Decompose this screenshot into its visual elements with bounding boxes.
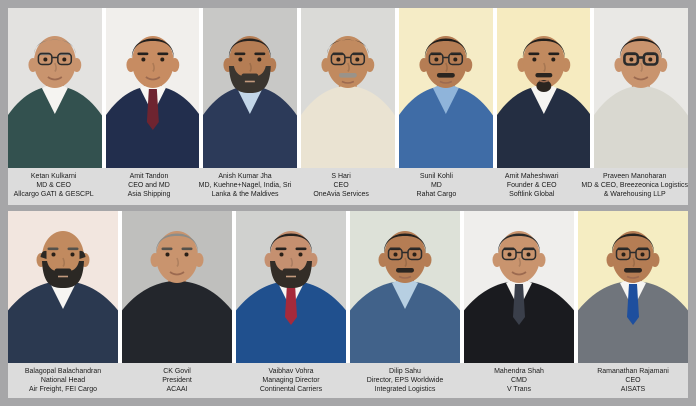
person-role-line: AISATS [620, 385, 646, 393]
portrait-photo [8, 211, 118, 363]
person-name: Vaibhav Vohra [268, 368, 314, 375]
person-avatar [301, 36, 395, 168]
top-row-captions: Ketan Kulkarni MD & CEO Allcargo GATI & GE… [8, 168, 688, 205]
caption: Balagopal Balachandran National Head Air F… [8, 363, 118, 398]
person-avatar [594, 36, 688, 168]
caption: Mahendra Shah CMD V Trans [464, 363, 574, 398]
person-role-line: Softlink Global [509, 190, 555, 198]
person-role-line: Allcargo GATI & GESCPL [13, 190, 94, 198]
person-name: Sunil Kohli [419, 173, 453, 180]
person-role-line: Air Freight, FEI Cargo [28, 385, 98, 393]
caption: CK Govil President ACAAI [122, 363, 232, 398]
person-role-line: MD, Kuehne+Nagel, India, Sri [198, 181, 292, 189]
person-avatar [8, 36, 102, 168]
person-name: Anish Kumar Jha [218, 173, 272, 180]
person-role-line: Integrated Logistics [374, 385, 436, 393]
portrait-photo [8, 8, 102, 168]
person-role-line: President [162, 376, 192, 384]
person-avatar [350, 231, 460, 363]
person-name: CK Govil [163, 368, 191, 375]
person-name: Dilip Sahu [389, 368, 421, 375]
bottom-row-photos [8, 211, 688, 363]
person-name: Amit Tandon [129, 173, 169, 180]
person-avatar [464, 231, 574, 363]
portrait-photo [236, 211, 346, 363]
caption: Sunil Kohli MD Rahat Cargo [391, 168, 482, 205]
person-name: Mahendra Shah [494, 368, 544, 375]
caption: S Hari CEO OneAvia Services [295, 168, 386, 205]
person-name: Ramanathan Rajamani [597, 368, 669, 375]
person-role-line: Lanka & the Maldives [211, 190, 279, 198]
person-role-line: MD & CEO [36, 181, 71, 189]
caption: Amit Maheshwari Founder & CEO Softlink Glo… [486, 168, 577, 205]
person-role-line: CMD [511, 376, 527, 384]
portrait-photo [496, 8, 591, 168]
person-name: Ketan Kulkarni [30, 173, 77, 180]
top-row-photos [8, 8, 688, 168]
person-role-line: CEO and MD [128, 181, 170, 189]
person-name: Amit Maheshwari [504, 173, 559, 180]
bottom-row: Balagopal Balachandran National Head Air F… [8, 211, 688, 398]
caption: Amit Tandon CEO and MD Asia Shipping [103, 168, 194, 205]
person-avatar [105, 36, 200, 168]
person-name: Balagopal Balachandran [24, 368, 102, 375]
portrait-photo [594, 8, 688, 168]
portrait-photo [464, 211, 574, 363]
caption: Praveen Manoharan MD & CEO, Breezeonica L… [581, 168, 688, 205]
person-role-line: National Head [40, 376, 86, 384]
person-role-line: OneAvia Services [313, 190, 369, 198]
person-role-line: CEO [625, 376, 641, 384]
caption: Ramanathan Rajamani CEO AISATS [578, 363, 688, 398]
person-role-line: ACAAI [166, 385, 188, 393]
person-avatar [578, 231, 688, 363]
person-role-line: Managing Director [262, 376, 320, 384]
bottom-row-captions: Balagopal Balachandran National Head Air F… [8, 363, 688, 398]
person-name: S Hari [331, 173, 351, 180]
portrait-photo [578, 211, 688, 363]
portrait-photo [350, 211, 460, 363]
person-role-line: MD & CEO, Breezeonica Logistics [581, 181, 688, 189]
person-role-line: & Warehousing LLP [603, 190, 666, 198]
person-avatar [398, 36, 493, 168]
person-role-line: V Trans [506, 385, 532, 393]
person-avatar [203, 36, 298, 168]
portrait-photo [105, 8, 200, 168]
portrait-photo [203, 8, 298, 168]
top-row: Ketan Kulkarni MD & CEO Allcargo GATI & GE… [8, 8, 688, 205]
person-avatar [122, 231, 232, 363]
portrait-photo [301, 8, 395, 168]
person-avatar [8, 231, 118, 363]
person-role-line: MD [430, 181, 442, 189]
person-role-line: Continental Carriers [259, 385, 323, 393]
person-avatar [236, 231, 346, 363]
person-role-line: Founder & CEO [506, 181, 557, 189]
person-role-line: CEO [333, 181, 349, 189]
caption: Dilip Sahu Director, EPS Worldwide Integra… [350, 363, 460, 398]
portrait-photo [398, 8, 493, 168]
caption: Vaibhav Vohra Managing Director Continenta… [236, 363, 346, 398]
caption: Anish Kumar Jha MD, Kuehne+Nagel, India, … [199, 168, 292, 205]
portrait-photo [122, 211, 232, 363]
person-role-line: Director, EPS Worldwide [366, 376, 444, 384]
person-avatar [496, 36, 591, 168]
person-role-line: Rahat Cargo [416, 190, 457, 198]
person-role-line: Asia Shipping [127, 190, 171, 198]
caption: Ketan Kulkarni MD & CEO Allcargo GATI & GE… [8, 168, 99, 205]
person-name: Praveen Manoharan [602, 173, 667, 180]
